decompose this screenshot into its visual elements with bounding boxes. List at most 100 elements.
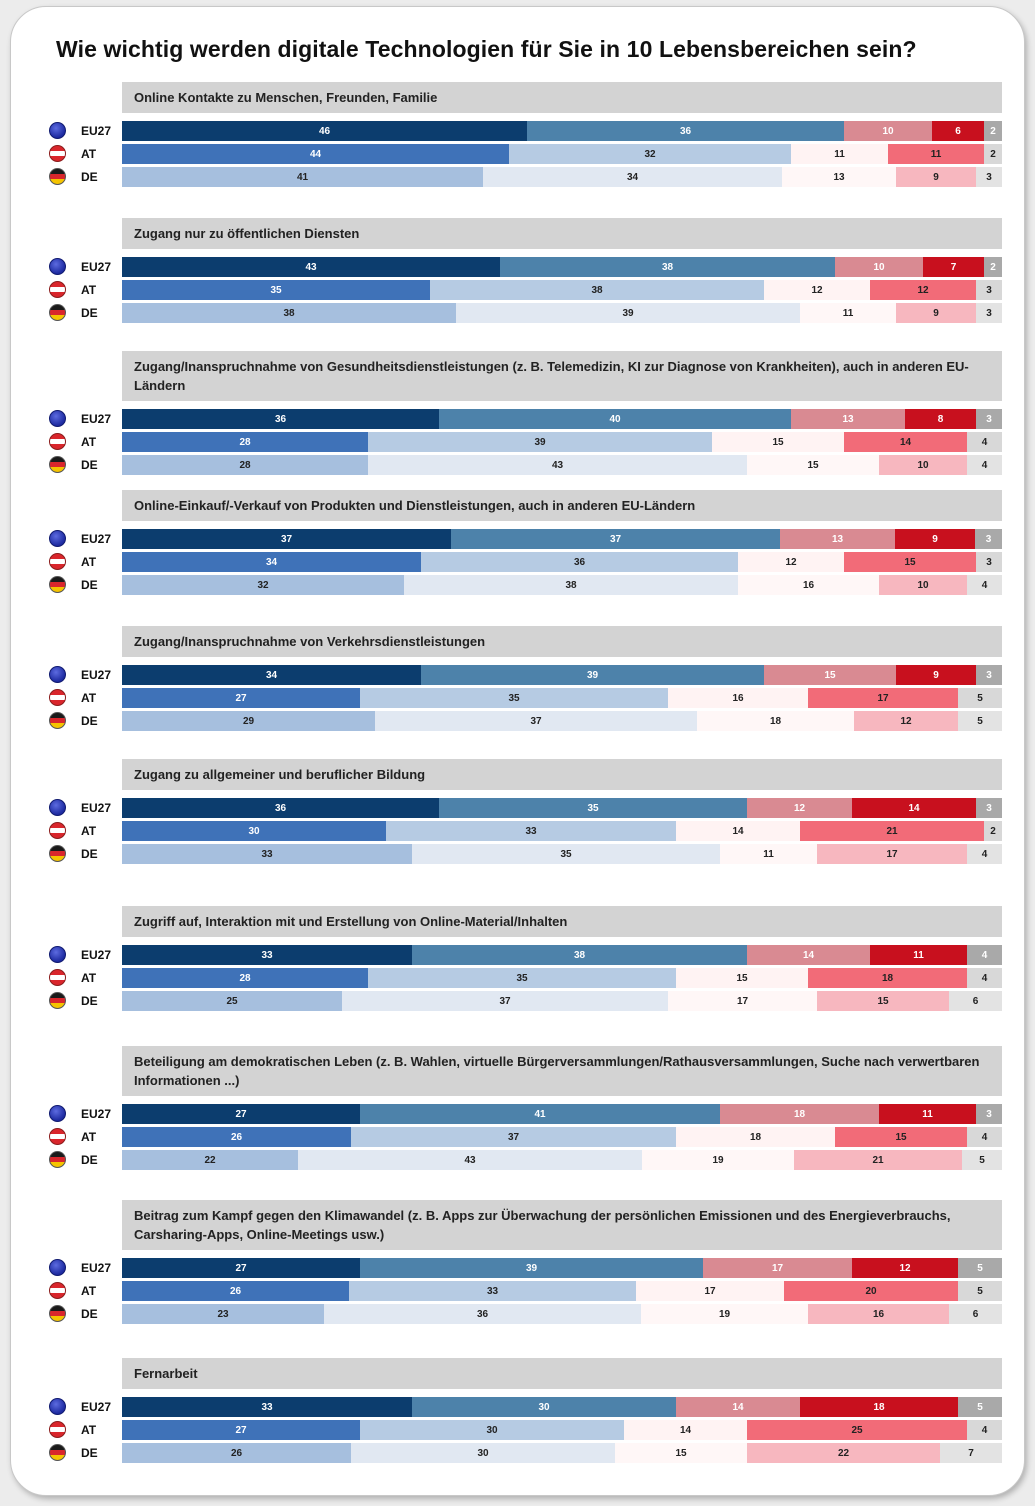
flag-at-icon <box>49 689 66 706</box>
flag-eu27-icon <box>49 1105 66 1122</box>
bar-segment: 12 <box>852 1258 958 1278</box>
flag-de-icon <box>49 1305 66 1322</box>
bar-segment: 33 <box>386 821 676 841</box>
stacked-bar: 44 32 11 11 2 <box>122 144 1002 164</box>
bar-segment: 13 <box>780 529 895 549</box>
row-label: DE <box>81 1153 98 1167</box>
bar-row-eu27: EU27 33 38 14 11 4 <box>0 945 1035 965</box>
bar-row-at: AT 34 36 12 15 3 <box>0 552 1035 572</box>
bar-segment: 6 <box>932 121 984 141</box>
bar-segment: 18 <box>800 1397 958 1417</box>
stacked-bar: 36 35 12 14 3 <box>122 798 1002 818</box>
bar-segment: 3 <box>976 552 1002 572</box>
bar-segment: 13 <box>782 167 896 187</box>
bar-segment: 43 <box>368 455 747 475</box>
bar-segment: 3 <box>976 167 1002 187</box>
bar-segment: 6 <box>949 1304 1002 1324</box>
bar-segment: 8 <box>905 409 976 429</box>
bar-segment: 17 <box>817 844 967 864</box>
flag-at-icon <box>49 1128 66 1145</box>
bar-segment: 39 <box>368 432 712 452</box>
flag-at-icon <box>49 281 66 298</box>
bar-segment: 4 <box>967 968 1002 988</box>
bar-segment: 37 <box>342 991 668 1011</box>
row-label: EU27 <box>81 532 112 546</box>
flag-at-icon <box>49 145 66 162</box>
bar-segment: 2 <box>984 821 1002 841</box>
flag-eu27-icon <box>49 946 66 963</box>
bar-segment: 10 <box>879 455 967 475</box>
bar-segment: 11 <box>870 945 967 965</box>
bar-segment: 2 <box>984 144 1002 164</box>
bar-segment: 4 <box>967 945 1002 965</box>
bar-row-at: AT 30 33 14 21 2 <box>0 821 1035 841</box>
bar-segment: 36 <box>324 1304 641 1324</box>
stacked-bar: 27 35 16 17 5 <box>122 688 1002 708</box>
bar-segment: 26 <box>122 1127 351 1147</box>
bar-segment: 37 <box>375 711 697 731</box>
bar-row-at: AT 28 35 15 18 4 <box>0 968 1035 988</box>
bar-segment: 33 <box>349 1281 636 1301</box>
bar-segment: 15 <box>817 991 949 1011</box>
bar-row-at: AT 26 33 17 20 5 <box>0 1281 1035 1301</box>
category-label: Zugang/Inanspruchnahme von Verkehrsdiens… <box>122 626 1002 657</box>
row-label: DE <box>81 306 98 320</box>
bar-segment: 10 <box>844 121 932 141</box>
category-label: Online Kontakte zu Menschen, Freunden, F… <box>122 82 1002 113</box>
stacked-bar: 34 36 12 15 3 <box>122 552 1002 572</box>
bar-segment: 36 <box>122 798 439 818</box>
stacked-bar: 27 39 17 12 5 <box>122 1258 1002 1278</box>
bar-segment: 35 <box>368 968 676 988</box>
bar-segment: 4 <box>967 575 1002 595</box>
flag-at-icon <box>49 969 66 986</box>
flag-at-icon <box>49 822 66 839</box>
bar-row-at: AT 35 38 12 12 3 <box>0 280 1035 300</box>
bar-row-de: DE 32 38 16 10 4 <box>0 575 1035 595</box>
row-label: EU27 <box>81 1400 112 1414</box>
flag-at-icon <box>49 433 66 450</box>
row-label: EU27 <box>81 124 112 138</box>
bar-segment: 37 <box>451 529 780 549</box>
row-label: EU27 <box>81 668 112 682</box>
bar-segment: 36 <box>527 121 844 141</box>
category-label: Zugang zu allgemeiner und beruflicher Bi… <box>122 759 1002 790</box>
stacked-bar: 36 40 13 8 3 <box>122 409 1002 429</box>
bar-segment: 40 <box>439 409 791 429</box>
bar-segment: 15 <box>747 455 879 475</box>
bar-row-de: DE 28 43 15 10 4 <box>0 455 1035 475</box>
bar-segment: 15 <box>844 552 976 572</box>
bar-segment: 14 <box>852 798 976 818</box>
bar-row-at: AT 26 37 18 15 4 <box>0 1127 1035 1147</box>
bar-segment: 7 <box>940 1443 1002 1463</box>
bar-segment: 25 <box>122 991 342 1011</box>
bar-segment: 2 <box>984 257 1002 277</box>
bar-segment: 5 <box>958 1397 1002 1417</box>
stacked-bar: 41 34 13 9 3 <box>122 167 1002 187</box>
bar-segment: 21 <box>800 821 984 841</box>
bar-row-de: DE 38 39 11 9 3 <box>0 303 1035 323</box>
bar-segment: 3 <box>976 409 1002 429</box>
bar-segment: 4 <box>967 1420 1002 1440</box>
row-label: EU27 <box>81 412 112 426</box>
bar-segment: 5 <box>958 1281 1002 1301</box>
bar-segment: 28 <box>122 432 368 452</box>
stacked-bar: 29 37 18 12 5 <box>122 711 1002 731</box>
stacked-bar: 30 33 14 21 2 <box>122 821 1002 841</box>
bar-segment: 5 <box>958 711 1002 731</box>
flag-de-icon <box>49 168 66 185</box>
bar-segment: 20 <box>784 1281 958 1301</box>
bar-segment: 33 <box>122 844 412 864</box>
flag-de-icon <box>49 1444 66 1461</box>
bar-segment: 12 <box>764 280 870 300</box>
flag-de-icon <box>49 576 66 593</box>
bar-row-eu27: EU27 43 38 10 7 2 <box>0 257 1035 277</box>
bar-row-de: DE 29 37 18 12 5 <box>0 711 1035 731</box>
flag-eu27-icon <box>49 258 66 275</box>
bar-segment: 15 <box>835 1127 967 1147</box>
bar-segment: 5 <box>958 1258 1002 1278</box>
bar-segment: 43 <box>122 257 500 277</box>
category-label: Zugang/Inanspruchnahme von Gesundheitsdi… <box>122 351 1002 401</box>
category-label: Online-Einkauf/-Verkauf von Produkten un… <box>122 490 1002 521</box>
bar-segment: 3 <box>975 529 1002 549</box>
bar-segment: 33 <box>122 1397 412 1417</box>
